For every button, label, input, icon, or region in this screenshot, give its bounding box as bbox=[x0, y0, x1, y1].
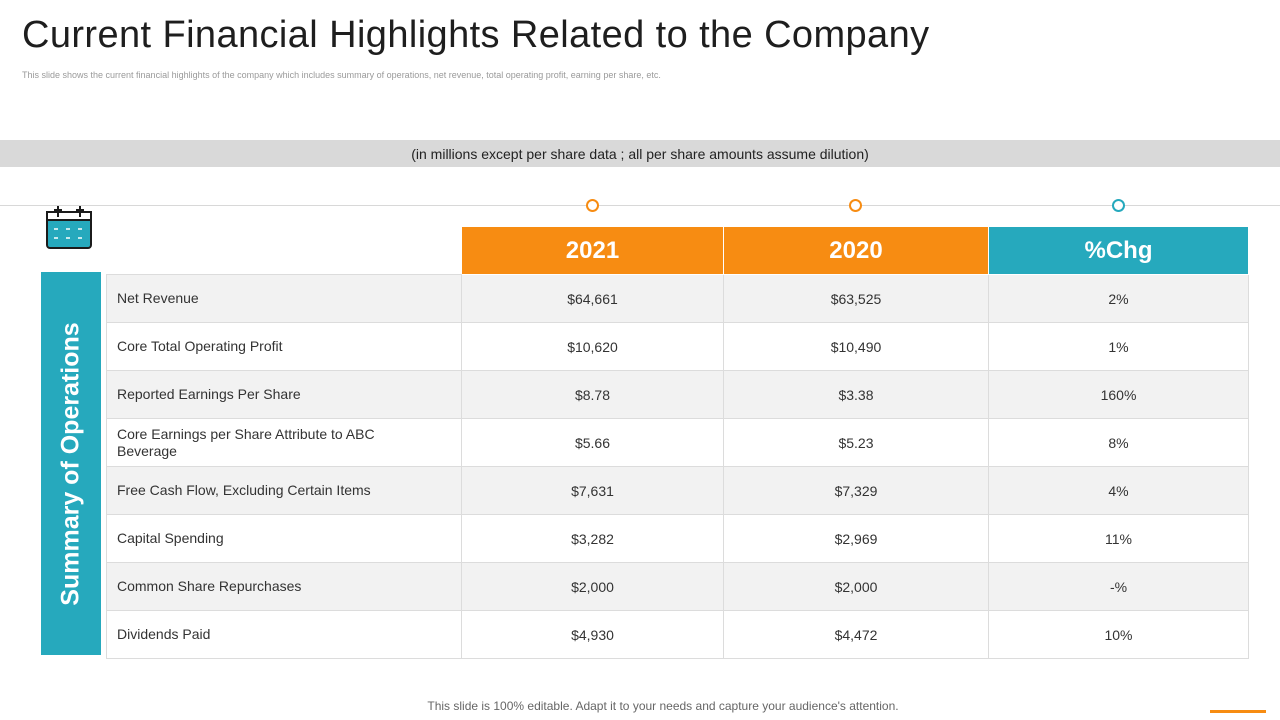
cell-chg: 10% bbox=[988, 610, 1249, 659]
header-corner bbox=[106, 226, 462, 275]
page-title: Current Financial Highlights Related to … bbox=[22, 14, 930, 56]
table-row: Core Total Operating Profit $10,620 $10,… bbox=[106, 322, 1249, 371]
cell-2021: $3,282 bbox=[461, 514, 724, 563]
side-label: Summary of Operations bbox=[56, 321, 85, 606]
cell-2020: $2,000 bbox=[723, 562, 989, 611]
row-label: Core Earnings per Share Attribute to ABC… bbox=[106, 418, 462, 467]
timeline-dot-2021 bbox=[586, 199, 599, 212]
footer-note: This slide is 100% editable. Adapt it to… bbox=[427, 699, 899, 713]
divider-line bbox=[0, 205, 1280, 206]
cell-2020: $4,472 bbox=[723, 610, 989, 659]
cell-2021: $10,620 bbox=[461, 322, 724, 371]
cell-chg: -% bbox=[988, 562, 1249, 611]
table-row: Reported Earnings Per Share $8.78 $3.38 … bbox=[106, 370, 1249, 419]
cell-chg: 1% bbox=[988, 322, 1249, 371]
table-row: Capital Spending $3,282 $2,969 11% bbox=[106, 514, 1249, 563]
header-2020: 2020 bbox=[723, 226, 989, 275]
header-chg: %Chg bbox=[988, 226, 1249, 275]
row-label: Capital Spending bbox=[106, 514, 462, 563]
header-2021: 2021 bbox=[461, 226, 724, 275]
financial-table: 2021 2020 %Chg Net Revenue $64,661 $63,5… bbox=[106, 226, 1249, 659]
row-label: Common Share Repurchases bbox=[106, 562, 462, 611]
cell-2021: $2,000 bbox=[461, 562, 724, 611]
calendar-icon bbox=[46, 206, 92, 249]
row-label: Net Revenue bbox=[106, 274, 462, 323]
table-row: Net Revenue $64,661 $63,525 2% bbox=[106, 274, 1249, 323]
page-subtitle: This slide shows the current financial h… bbox=[22, 70, 661, 80]
table-row: Common Share Repurchases $2,000 $2,000 -… bbox=[106, 562, 1249, 611]
cell-2020: $3.38 bbox=[723, 370, 989, 419]
units-note-band: (in millions except per share data ; all… bbox=[0, 140, 1280, 167]
timeline-dot-2020 bbox=[849, 199, 862, 212]
table-header-row: 2021 2020 %Chg bbox=[106, 226, 1249, 275]
row-label: Core Total Operating Profit bbox=[106, 322, 462, 371]
cell-2020: $7,329 bbox=[723, 466, 989, 515]
summary-side-bar: Summary of Operations bbox=[41, 272, 101, 655]
row-label: Dividends Paid bbox=[106, 610, 462, 659]
cell-chg: 11% bbox=[988, 514, 1249, 563]
cell-chg: 4% bbox=[988, 466, 1249, 515]
cell-2020: $63,525 bbox=[723, 274, 989, 323]
timeline-dot-chg bbox=[1112, 199, 1125, 212]
cell-2021: $5.66 bbox=[461, 418, 724, 467]
row-label: Free Cash Flow, Excluding Certain Items bbox=[106, 466, 462, 515]
table-row: Dividends Paid $4,930 $4,472 10% bbox=[106, 610, 1249, 659]
cell-2021: $7,631 bbox=[461, 466, 724, 515]
cell-2020: $10,490 bbox=[723, 322, 989, 371]
cell-2021: $64,661 bbox=[461, 274, 724, 323]
cell-2020: $2,969 bbox=[723, 514, 989, 563]
table-row: Core Earnings per Share Attribute to ABC… bbox=[106, 418, 1249, 467]
cell-chg: 8% bbox=[988, 418, 1249, 467]
accent-bar bbox=[1210, 710, 1266, 713]
table-row: Free Cash Flow, Excluding Certain Items … bbox=[106, 466, 1249, 515]
row-label: Reported Earnings Per Share bbox=[106, 370, 462, 419]
cell-2020: $5.23 bbox=[723, 418, 989, 467]
units-note: (in millions except per share data ; all… bbox=[411, 145, 869, 162]
cell-chg: 2% bbox=[988, 274, 1249, 323]
cell-chg: 160% bbox=[988, 370, 1249, 419]
cell-2021: $4,930 bbox=[461, 610, 724, 659]
cell-2021: $8.78 bbox=[461, 370, 724, 419]
